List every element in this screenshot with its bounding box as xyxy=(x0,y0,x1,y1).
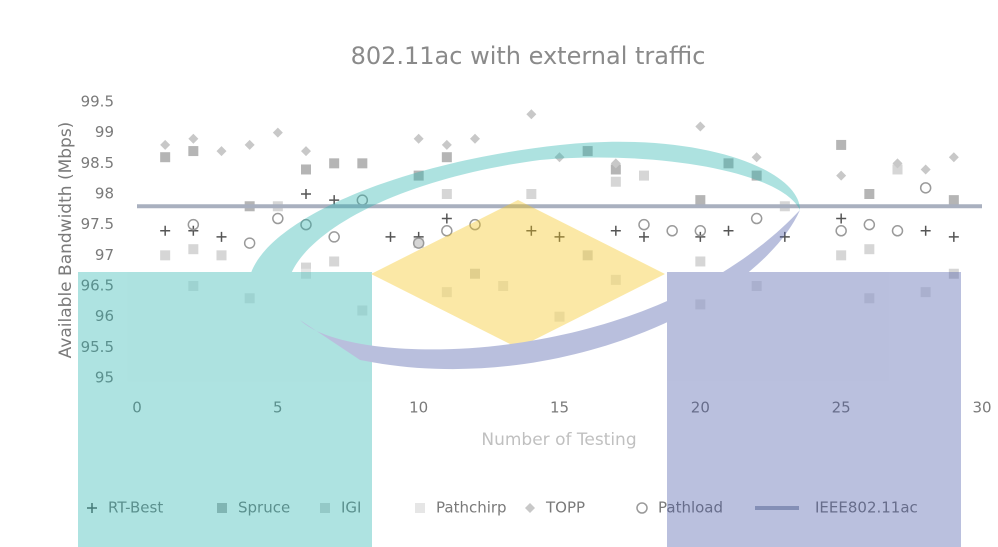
point xyxy=(836,226,846,236)
y-tick-label: 98.5 xyxy=(81,154,114,172)
point xyxy=(893,226,903,236)
point xyxy=(611,226,621,236)
point xyxy=(639,171,649,181)
point xyxy=(301,164,311,174)
point xyxy=(160,140,170,150)
point xyxy=(442,140,452,150)
point xyxy=(217,250,227,260)
point xyxy=(442,152,452,162)
point xyxy=(329,256,339,266)
point xyxy=(695,256,705,266)
point xyxy=(639,232,649,242)
point xyxy=(724,226,734,236)
y-tick-label: 98 xyxy=(95,185,114,203)
watermark-block xyxy=(667,272,961,547)
point xyxy=(921,183,931,193)
point xyxy=(949,152,959,162)
point xyxy=(273,128,283,138)
point xyxy=(639,220,649,230)
point xyxy=(188,134,198,144)
point xyxy=(329,158,339,168)
point xyxy=(695,195,705,205)
y-tick-label: 97 xyxy=(95,246,114,264)
point xyxy=(836,140,846,150)
point xyxy=(245,140,255,150)
point xyxy=(245,238,255,248)
point xyxy=(217,232,227,242)
watermark-block xyxy=(78,272,372,547)
point xyxy=(329,232,339,242)
legend-label: TOPP xyxy=(545,499,585,517)
point xyxy=(864,189,874,199)
y-axis-label: Available Bandwidth (Mbps) xyxy=(56,122,76,359)
point xyxy=(752,152,762,162)
point xyxy=(160,226,170,236)
x-axis-label: Number of Testing xyxy=(481,430,636,450)
point xyxy=(752,214,762,224)
point xyxy=(301,189,311,199)
x-tick-label: 10 xyxy=(409,399,428,417)
point xyxy=(864,244,874,254)
point xyxy=(442,214,452,224)
point xyxy=(526,189,536,199)
point xyxy=(921,164,931,174)
point xyxy=(273,214,283,224)
point xyxy=(188,146,198,156)
y-tick-label: 99 xyxy=(95,123,114,141)
point xyxy=(470,134,480,144)
point xyxy=(357,158,367,168)
chart: 802.11ac with external traffic Number of… xyxy=(0,0,998,547)
point xyxy=(386,232,396,242)
point xyxy=(217,146,227,156)
point xyxy=(611,177,621,187)
y-tick-label: 97.5 xyxy=(81,215,114,233)
point xyxy=(949,232,959,242)
point xyxy=(695,122,705,132)
legend-marker xyxy=(637,503,647,513)
point xyxy=(836,171,846,181)
legend-marker xyxy=(415,503,425,513)
point xyxy=(667,226,677,236)
y-tick-label: 99.5 xyxy=(81,93,114,111)
point xyxy=(526,109,536,119)
point xyxy=(160,152,170,162)
point xyxy=(188,244,198,254)
point xyxy=(836,214,846,224)
point xyxy=(414,134,424,144)
chart-title: 802.11ac with external traffic xyxy=(351,42,706,70)
legend-marker xyxy=(525,503,535,513)
point xyxy=(160,250,170,260)
point xyxy=(864,220,874,230)
point xyxy=(442,189,452,199)
point xyxy=(949,195,959,205)
point xyxy=(301,146,311,156)
point xyxy=(836,250,846,260)
watermark xyxy=(78,142,961,547)
x-tick-label: 30 xyxy=(972,399,991,417)
x-tick-label: 15 xyxy=(550,399,569,417)
legend-label: Pathchirp xyxy=(436,499,507,517)
point xyxy=(921,226,931,236)
